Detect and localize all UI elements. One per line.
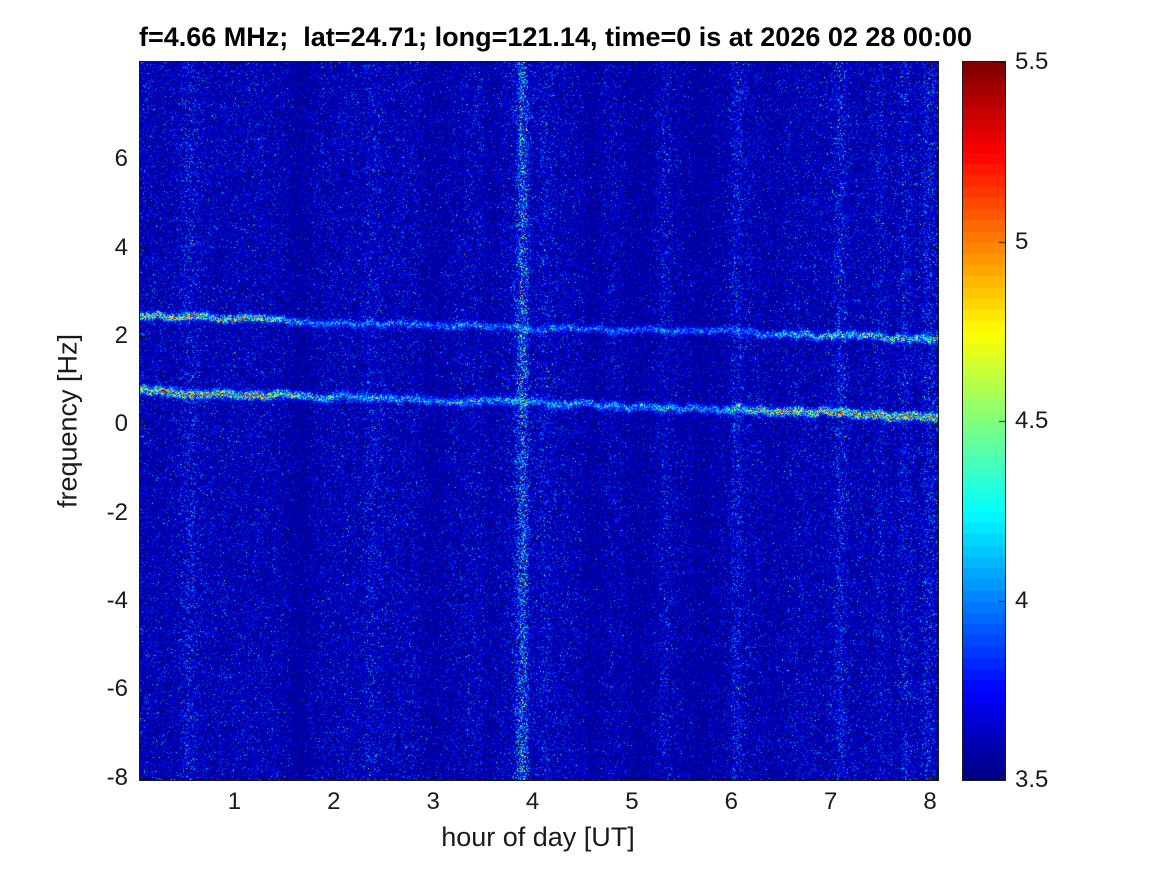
x-tick-label: 2 [327, 788, 341, 815]
y-tick-label: 0 [114, 410, 128, 438]
y-tick-label: 2 [114, 321, 128, 349]
colorbar [962, 61, 1006, 781]
colorbar-tick-label: 4 [1015, 586, 1029, 614]
colorbar-tick-label: 5.5 [1015, 48, 1049, 75]
x-tick-label: 6 [724, 788, 738, 815]
y-tick-label: -4 [106, 587, 128, 615]
y-tick-label: -8 [106, 763, 128, 791]
x-tick-label: 5 [625, 788, 639, 815]
y-tick-label: 4 [114, 233, 128, 261]
plot-area [139, 61, 939, 781]
y-tick-label: -2 [106, 498, 128, 526]
colorbar-canvas [963, 62, 1005, 780]
x-tick-label: 1 [227, 788, 242, 815]
colorbar-tick-label: 3.5 [1015, 766, 1049, 793]
x-tick-label: 3 [426, 788, 440, 815]
chart-title: f=4.66 MHz; lat=24.71; long=121.14, time… [139, 22, 972, 52]
x-tick-label: 7 [823, 788, 838, 815]
x-tick-label: 8 [923, 788, 937, 815]
colorbar-tick-label: 4.5 [1015, 407, 1049, 434]
x-tick-label: 4 [525, 788, 540, 815]
y-tick-label: 6 [114, 145, 128, 173]
heatmap-canvas [140, 62, 938, 780]
y-tick-label: -6 [106, 675, 128, 703]
x-axis-label: hour of day [UT] [441, 822, 635, 852]
colorbar-tick-label: 5 [1015, 227, 1029, 255]
